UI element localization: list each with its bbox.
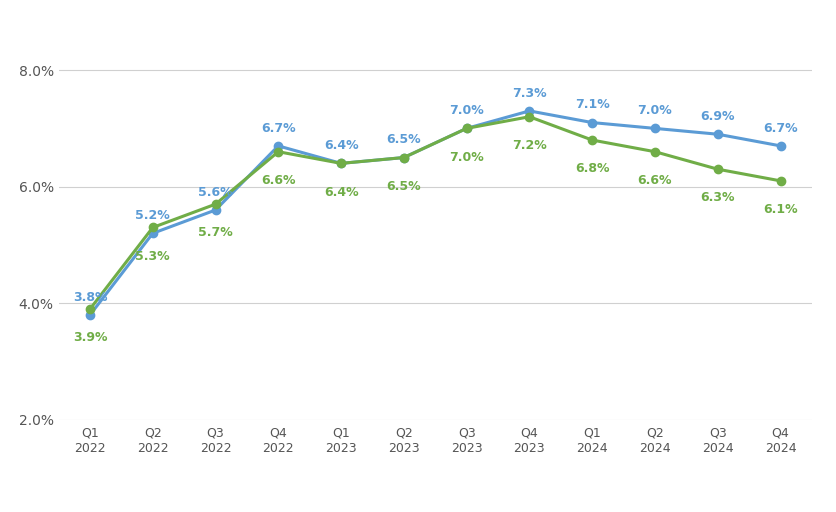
- MBA: [85, 306, 95, 312]
- MBA: [273, 148, 283, 155]
- Fannie Mae: [711, 131, 721, 137]
- Text: 7.1%: 7.1%: [574, 98, 609, 112]
- Fannie Mae: [211, 207, 221, 213]
- Text: 6.9%: 6.9%: [700, 110, 734, 123]
- Line: MBA: MBA: [86, 113, 783, 313]
- MBA: [774, 178, 784, 184]
- Fannie Mae: [273, 143, 283, 149]
- Text: 6.4%: 6.4%: [324, 139, 358, 152]
- MBA: [523, 114, 533, 120]
- MBA: [399, 155, 409, 161]
- MBA: [586, 137, 596, 143]
- Text: 7.0%: 7.0%: [449, 151, 483, 164]
- Text: 7.0%: 7.0%: [637, 104, 671, 117]
- Fannie Mae: [461, 125, 472, 132]
- Text: 6.8%: 6.8%: [574, 162, 609, 175]
- Text: 6.7%: 6.7%: [261, 122, 295, 135]
- Fannie Mae: [586, 119, 596, 125]
- Fannie Mae: [523, 108, 533, 114]
- Text: 3.9%: 3.9%: [73, 331, 107, 344]
- Text: 7.3%: 7.3%: [512, 87, 546, 100]
- Fannie Mae: [649, 125, 659, 132]
- Fannie Mae: [335, 160, 346, 166]
- Text: 6.3%: 6.3%: [700, 191, 734, 204]
- Text: 7.2%: 7.2%: [512, 139, 546, 152]
- Text: 5.7%: 5.7%: [198, 226, 232, 240]
- MBA: [711, 166, 721, 172]
- Text: 6.1%: 6.1%: [762, 203, 797, 216]
- Text: 7.0%: 7.0%: [449, 104, 483, 117]
- Text: 6.5%: 6.5%: [386, 180, 421, 193]
- MBA: [461, 125, 472, 132]
- Line: Fannie Mae: Fannie Mae: [86, 106, 783, 319]
- Text: 5.3%: 5.3%: [135, 250, 170, 263]
- Fannie Mae: [774, 143, 784, 149]
- Text: 6.4%: 6.4%: [324, 185, 358, 199]
- Text: 3.8%: 3.8%: [73, 291, 107, 304]
- MBA: [649, 148, 659, 155]
- MBA: [335, 160, 346, 166]
- Fannie Mae: [85, 312, 95, 318]
- MBA: [211, 201, 221, 207]
- Legend: Fannie Mae, MBA: Fannie Mae, MBA: [335, 510, 534, 512]
- Text: 5.2%: 5.2%: [135, 209, 170, 222]
- Text: 6.7%: 6.7%: [762, 122, 797, 135]
- Fannie Mae: [147, 230, 157, 237]
- MBA: [147, 224, 157, 230]
- Text: 6.6%: 6.6%: [637, 174, 671, 187]
- Fannie Mae: [399, 155, 409, 161]
- Text: 5.6%: 5.6%: [198, 186, 232, 199]
- Text: 6.6%: 6.6%: [261, 174, 295, 187]
- Text: 6.5%: 6.5%: [386, 134, 421, 146]
